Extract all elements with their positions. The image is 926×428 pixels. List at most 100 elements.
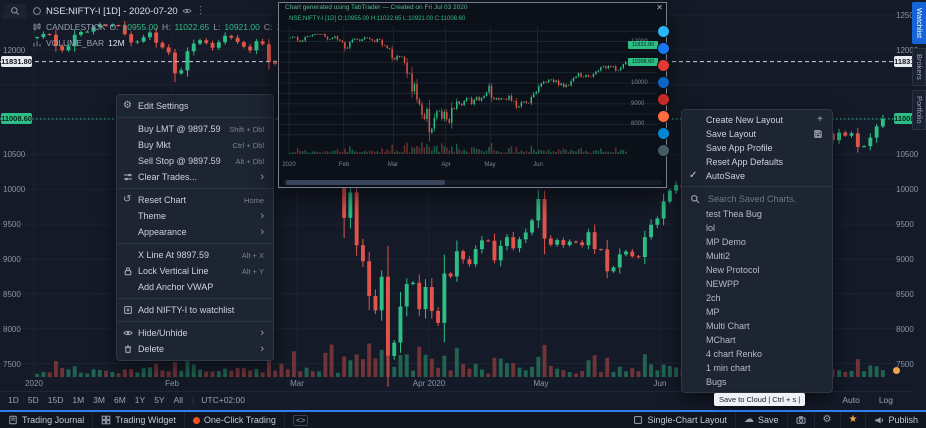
context-menu-item[interactable]: Theme › xyxy=(138,209,264,222)
range-button[interactable]: 5Y xyxy=(154,395,165,405)
trading-widget-button[interactable]: Trading Widget xyxy=(92,412,184,428)
context-menu-item[interactable]: Appearance › xyxy=(138,225,264,238)
saved-chart-item[interactable]: New Protocol xyxy=(706,265,760,275)
range-button[interactable]: 3M xyxy=(93,395,105,405)
share-button[interactable] xyxy=(657,127,670,140)
saved-chart-item[interactable]: Bugs xyxy=(706,377,727,387)
price-tick: 8500 xyxy=(3,290,21,299)
saved-chart-item[interactable]: 4 chart Renko xyxy=(706,349,763,359)
saved-chart-item[interactable]: NEWPP xyxy=(706,279,740,289)
symbol-title[interactable]: NSE:NIFTY-I [1D] - 2020-07-20 xyxy=(46,5,178,17)
single-chart-layout-button[interactable]: Single-Chart Layout xyxy=(625,412,735,428)
range-button[interactable]: 1Y xyxy=(134,395,146,405)
time-tick: Feb xyxy=(165,379,179,388)
time-axis[interactable]: 2020 Feb Mar Apr 2020 May Jun xyxy=(0,378,912,391)
saved-chart-item[interactable]: MChart xyxy=(706,335,736,345)
layout-menu: Create New Layout + Save Layout Save App Pr… xyxy=(681,109,833,393)
shortcut-hint: Alt + Dbl xyxy=(235,156,264,166)
price-tick: 12000 xyxy=(3,46,26,55)
search-icon xyxy=(690,194,705,204)
range-button[interactable]: 1M xyxy=(72,395,85,405)
range-button[interactable]: 1D xyxy=(8,395,19,405)
range-button[interactable]: 15D xyxy=(47,395,64,405)
timezone[interactable]: UTC+02:00 xyxy=(201,395,245,405)
more-icon[interactable]: ⋮ xyxy=(195,5,206,16)
layout-menu-item[interactable]: Save Layout xyxy=(682,127,832,141)
series-icon xyxy=(32,22,42,32)
share-button[interactable] xyxy=(657,76,670,89)
settings-button[interactable]: ⚙ xyxy=(813,412,840,428)
one-click-trading-button[interactable]: One-Click Trading xyxy=(183,412,284,428)
eye-icon[interactable] xyxy=(182,6,192,16)
context-menu-item[interactable]: Clear Trades... › xyxy=(117,169,273,185)
journal-icon xyxy=(8,415,18,425)
context-menu-item[interactable]: ⚙ Edit Settings xyxy=(123,100,189,112)
context-menu-item[interactable]: Buy LMT @ 9897.59 Shift + Dbl xyxy=(138,124,264,134)
context-menu-item[interactable]: Buy Mkt Ctrl + Dbl xyxy=(138,140,264,150)
gear-icon: ⚙ xyxy=(822,414,832,425)
saved-chart-item[interactable]: test Thea Bug xyxy=(706,209,762,219)
saved-chart-item[interactable]: MP Demo xyxy=(706,237,746,247)
context-menu-item[interactable]: Lock Vertical Line Alt + Y xyxy=(117,263,273,279)
snapshot-time-tick: Apr xyxy=(441,162,451,168)
share-button[interactable] xyxy=(657,25,670,38)
saved-chart-item[interactable]: MP xyxy=(706,307,720,317)
scale-toggle[interactable]: Log xyxy=(878,395,893,405)
star-icon: ★ xyxy=(848,414,858,425)
scrollbar-thumb[interactable] xyxy=(286,180,446,185)
cloud-icon: ☁ xyxy=(744,414,755,425)
snapshot-time-axis: 2020 Feb Mar Apr May Jun xyxy=(279,162,666,170)
range-button[interactable]: All xyxy=(173,395,184,405)
range-button[interactable]: 6M xyxy=(113,395,126,405)
share-button[interactable] xyxy=(657,93,670,106)
trash-icon xyxy=(123,344,138,354)
price-tick: 8000 xyxy=(896,325,914,334)
code-button[interactable]: <> xyxy=(283,412,316,428)
publish-button[interactable]: Publish xyxy=(865,412,926,428)
layout-menu-item[interactable]: Reset App Defaults xyxy=(706,157,784,167)
trading-journal-button[interactable]: Trading Journal xyxy=(0,412,92,428)
submenu-arrow-icon: › xyxy=(260,342,264,355)
context-menu-item[interactable]: X Line At 9897.59 Alt + X xyxy=(138,250,264,260)
camera-button[interactable] xyxy=(786,412,814,428)
price-axis-left[interactable]: 1250012000105001000095009000850080007500… xyxy=(0,0,34,380)
share-button[interactable] xyxy=(657,144,670,157)
share-button[interactable] xyxy=(657,42,670,55)
side-tab-brokers[interactable]: Brokers xyxy=(912,48,926,86)
saved-charts-search[interactable]: Search Saved Charts. xyxy=(682,190,832,207)
star-button[interactable]: ★ xyxy=(839,412,866,428)
context-menu-item[interactable]: Add Anchor VWAP xyxy=(138,282,214,292)
scale-toggle[interactable]: Auto xyxy=(842,395,860,405)
layout-menu-item[interactable]: Save App Profile xyxy=(706,143,773,153)
range-button[interactable]: 5D xyxy=(27,395,39,405)
saved-chart-item[interactable]: 1 min chart xyxy=(706,363,751,373)
context-menu-item[interactable]: Sell Stop @ 9897.59 Alt + Dbl xyxy=(138,156,264,166)
snapshot-time-tick: 2020 xyxy=(282,162,296,168)
share-button[interactable] xyxy=(657,110,670,123)
side-tab-watchlist[interactable]: Watchlist xyxy=(912,2,926,45)
instrument-icon xyxy=(32,6,42,16)
context-menu-item[interactable]: Hide/Unhide › xyxy=(117,325,273,341)
price-axis-right[interactable]: 12500 12000 10500 10000 9500 9000 8500 8000 7500… xyxy=(894,0,926,380)
snapshot-header: Chart generated using TabTrader — Create… xyxy=(285,4,468,11)
snapshot-scrollbar[interactable] xyxy=(283,180,662,185)
saved-chart-item[interactable]: lol xyxy=(706,223,716,233)
chart-context-menu: ⚙ Edit Settings Buy LMT @ 9897.59 Shift + D… xyxy=(116,94,274,361)
saved-chart-item[interactable]: Multi Chart xyxy=(706,321,750,331)
chart-legend: NSE:NIFTY-I [1D] - 2020-07-20 ⋮ CANDLEST… xyxy=(32,3,306,51)
saved-chart-item[interactable]: 2ch xyxy=(706,293,721,303)
context-menu-item[interactable]: Add NIFTY-I to watchlist xyxy=(117,302,273,318)
share-button[interactable] xyxy=(657,59,670,72)
price-label-white: 11831.80 xyxy=(1,56,32,67)
close-icon[interactable]: ✕ xyxy=(656,3,663,12)
time-tick: Jun xyxy=(653,379,667,388)
layout-menu-item[interactable]: Create New Layout + xyxy=(706,114,823,126)
save-button[interactable]: ☁ Save xyxy=(735,412,787,428)
saved-chart-item[interactable]: Multi2 xyxy=(706,251,731,261)
volume-series-name: VOLUME_BAR xyxy=(46,38,105,48)
symbol-search-button[interactable] xyxy=(4,4,26,19)
layout-menu-item[interactable]: ✓ AutoSave xyxy=(689,170,746,182)
side-tab-portfolio[interactable]: Portfolio xyxy=(912,90,926,130)
context-menu-item[interactable]: Delete › xyxy=(117,341,273,357)
context-menu-item[interactable]: ↺ Reset Chart Home xyxy=(123,194,264,206)
